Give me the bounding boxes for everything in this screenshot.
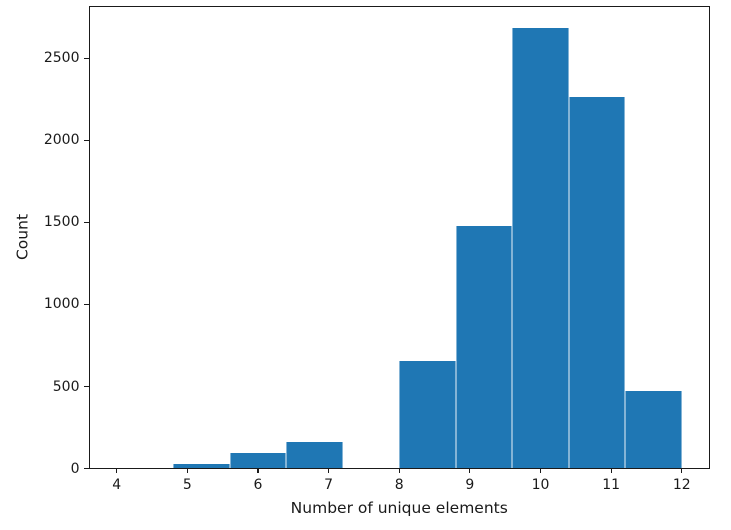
x-tick-mark [186, 468, 188, 473]
histogram-bar [173, 463, 230, 469]
x-tick-mark [469, 468, 471, 473]
histogram-bar [568, 97, 626, 469]
y-tick-label: 1500 [43, 214, 80, 231]
y-tick-mark [84, 221, 89, 224]
y-tick-label: 500 [52, 378, 80, 395]
x-tick-mark [398, 468, 400, 473]
y-tick-label: 0 [70, 460, 80, 477]
x-tick-label: 10 [531, 477, 550, 493]
histogram-bar [625, 390, 682, 469]
x-tick-label: 7 [324, 477, 334, 493]
histogram-bar [286, 442, 343, 469]
histogram-bar [229, 452, 287, 469]
x-tick-label: 9 [465, 477, 475, 493]
y-tick-mark [84, 303, 89, 306]
plot-area [88, 6, 710, 469]
y-tick-mark [84, 57, 89, 60]
histogram-bar [512, 28, 569, 469]
x-tick-mark [257, 468, 259, 473]
y-tick-label: 2500 [43, 50, 80, 67]
x-tick-mark [116, 468, 118, 473]
y-tick-label: 1000 [43, 296, 80, 313]
x-axis-label: Number of unique elements [290, 499, 508, 517]
x-tick-mark [681, 468, 683, 473]
y-axis-label-text: Count [13, 213, 32, 261]
x-tick-label: 12 [672, 477, 691, 493]
y-tick-mark [84, 385, 89, 388]
x-tick-label: 8 [394, 477, 404, 493]
x-tick-mark [610, 468, 612, 473]
x-tick-mark [328, 468, 330, 473]
histogram-bar [399, 361, 456, 469]
y-tick-mark [84, 467, 89, 470]
histogram-bar [455, 225, 513, 469]
y-tick-label: 2000 [43, 132, 80, 149]
y-tick-mark [84, 139, 89, 142]
x-tick-label: 11 [602, 477, 621, 493]
x-tick-mark [539, 468, 542, 473]
x-tick-label: 6 [253, 477, 263, 493]
x-tick-label: 4 [112, 477, 122, 493]
x-tick-label: 5 [182, 477, 192, 493]
